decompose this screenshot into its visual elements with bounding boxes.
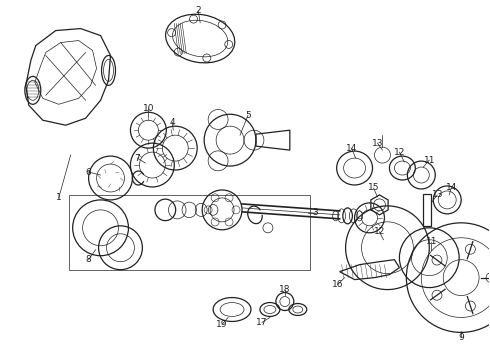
Text: 4: 4 (170, 118, 175, 127)
Text: 17: 17 (256, 318, 268, 327)
Text: 13: 13 (432, 190, 443, 199)
Text: 16: 16 (332, 280, 343, 289)
Text: 12: 12 (393, 148, 405, 157)
Text: 10: 10 (143, 104, 154, 113)
Text: 13: 13 (372, 139, 383, 148)
Text: 2: 2 (196, 6, 201, 15)
Text: 11: 11 (423, 156, 435, 165)
Text: 14: 14 (445, 184, 457, 193)
Text: 11: 11 (425, 237, 437, 246)
Text: 12: 12 (374, 227, 385, 236)
Text: 1: 1 (56, 193, 62, 202)
Text: 18: 18 (279, 285, 291, 294)
Text: 8: 8 (86, 255, 92, 264)
Text: 3: 3 (312, 208, 318, 217)
Text: 15: 15 (368, 184, 379, 193)
Text: 5: 5 (245, 111, 251, 120)
Text: 19: 19 (217, 320, 228, 329)
Text: 7: 7 (135, 154, 140, 163)
Text: 14: 14 (346, 144, 357, 153)
Text: 9: 9 (458, 333, 464, 342)
Text: 6: 6 (86, 167, 92, 176)
